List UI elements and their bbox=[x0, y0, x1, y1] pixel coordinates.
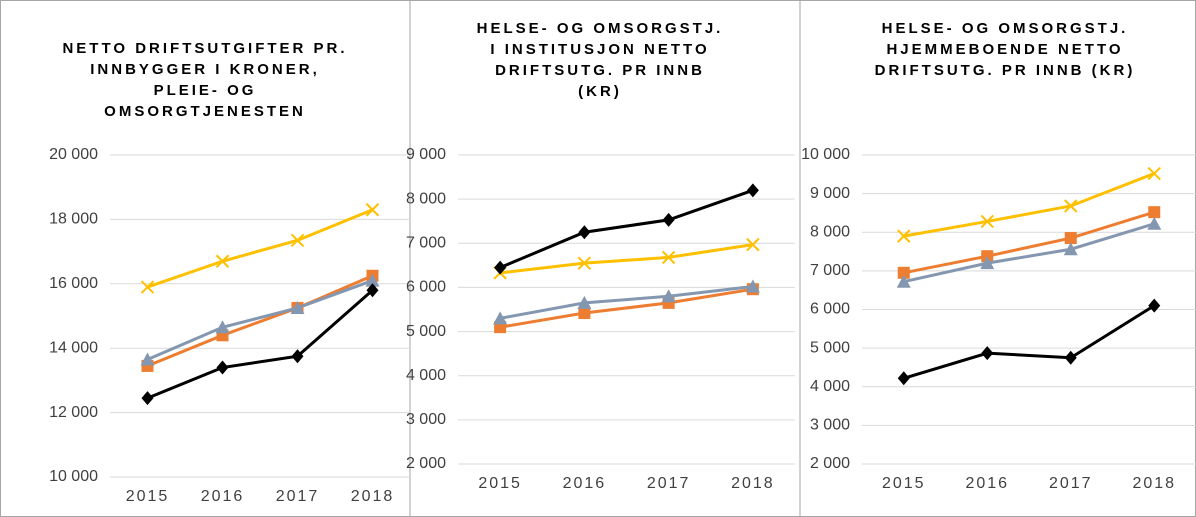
point bbox=[578, 225, 591, 240]
point bbox=[1064, 199, 1078, 213]
point bbox=[1148, 206, 1161, 219]
point bbox=[746, 183, 759, 198]
chart-title: HELSE- OG OMSORGSTJ. I INSTITUSJON NETTO… bbox=[476, 20, 724, 100]
y-tick-label: 2 000 bbox=[406, 455, 446, 472]
point bbox=[661, 289, 676, 303]
point bbox=[981, 346, 994, 361]
chart-title: HELSE- OG OMSORGSTJ. HJEMMEBOENDE NETTO … bbox=[874, 20, 1136, 79]
point bbox=[290, 233, 305, 248]
series-line bbox=[146, 279, 374, 361]
y-tick-label: 6 000 bbox=[406, 279, 446, 296]
y-tick-label: 3 000 bbox=[406, 411, 446, 428]
point bbox=[1147, 166, 1161, 181]
point bbox=[662, 212, 675, 227]
point bbox=[1064, 350, 1077, 365]
point bbox=[494, 260, 507, 275]
point bbox=[661, 250, 676, 265]
point bbox=[577, 256, 592, 270]
y-tick-label: 20 000 bbox=[49, 146, 98, 163]
x-tick-label: 2017 bbox=[647, 475, 691, 492]
point bbox=[291, 349, 304, 364]
y-tick-label: 4 000 bbox=[406, 367, 446, 384]
y-tick-label: 8 000 bbox=[406, 190, 446, 207]
point bbox=[290, 300, 305, 314]
point bbox=[493, 311, 508, 325]
point bbox=[897, 371, 910, 386]
point bbox=[140, 352, 155, 366]
point bbox=[1147, 216, 1162, 230]
y-tick-label: 7 000 bbox=[406, 235, 446, 252]
series-line bbox=[146, 289, 374, 400]
point bbox=[745, 279, 760, 293]
x-tick-label: 2015 bbox=[478, 475, 522, 492]
x-tick-label: 2018 bbox=[731, 475, 775, 492]
series-line bbox=[499, 285, 754, 320]
series-line bbox=[146, 274, 374, 368]
series-line bbox=[903, 210, 1155, 275]
y-tick-label: 5 000 bbox=[406, 323, 446, 340]
y-tick-label: 3 000 bbox=[810, 417, 850, 434]
x-tick-label: 2015 bbox=[126, 488, 170, 505]
y-tick-label: 8 000 bbox=[810, 223, 850, 240]
series-line bbox=[903, 222, 1155, 284]
x-tick-label: 2016 bbox=[563, 475, 607, 492]
point bbox=[216, 360, 229, 375]
y-tick-label: 14 000 bbox=[49, 339, 98, 356]
point bbox=[897, 266, 910, 279]
y-tick-label: 2 000 bbox=[810, 455, 850, 472]
point bbox=[1063, 242, 1078, 256]
y-tick-label: 4 000 bbox=[810, 378, 850, 395]
series-line bbox=[903, 304, 1156, 380]
y-tick-label: 10 000 bbox=[801, 146, 850, 163]
point bbox=[365, 203, 380, 217]
point bbox=[896, 274, 911, 288]
point bbox=[746, 237, 760, 252]
x-tick-label: 2018 bbox=[1132, 475, 1176, 492]
point bbox=[365, 273, 380, 287]
series-line bbox=[499, 287, 754, 329]
point bbox=[215, 320, 230, 334]
point bbox=[140, 280, 155, 294]
y-tick-label: 16 000 bbox=[49, 275, 98, 292]
x-tick-label: 2017 bbox=[276, 488, 320, 505]
point bbox=[215, 254, 230, 268]
point bbox=[141, 391, 154, 406]
x-tick-label: 2017 bbox=[1049, 475, 1093, 492]
series-line bbox=[499, 243, 754, 275]
y-tick-label: 9 000 bbox=[406, 146, 446, 163]
y-tick-label: 18 000 bbox=[49, 211, 98, 228]
point bbox=[897, 229, 911, 243]
point bbox=[1148, 298, 1161, 313]
point bbox=[578, 307, 591, 320]
point bbox=[980, 214, 994, 229]
series-line bbox=[903, 172, 1155, 238]
series-line bbox=[499, 188, 754, 269]
x-tick-label: 2016 bbox=[965, 475, 1009, 492]
y-tick-label: 7 000 bbox=[810, 262, 850, 279]
y-tick-label: 5 000 bbox=[810, 339, 850, 356]
x-tick-label: 2018 bbox=[351, 488, 395, 505]
x-tick-label: 2016 bbox=[201, 488, 245, 505]
y-tick-label: 12 000 bbox=[49, 404, 98, 421]
x-tick-label: 2015 bbox=[882, 475, 926, 492]
y-tick-label: 9 000 bbox=[810, 185, 850, 202]
y-tick-label: 10 000 bbox=[49, 468, 98, 485]
series-line bbox=[147, 208, 374, 289]
point bbox=[577, 295, 592, 309]
point bbox=[1064, 232, 1077, 245]
chart-title: NETTO DRIFTSUTGIFTER PR. INNBYGGER I KRO… bbox=[62, 40, 348, 120]
y-tick-label: 6 000 bbox=[810, 301, 850, 318]
point bbox=[980, 256, 995, 270]
point bbox=[366, 283, 379, 298]
